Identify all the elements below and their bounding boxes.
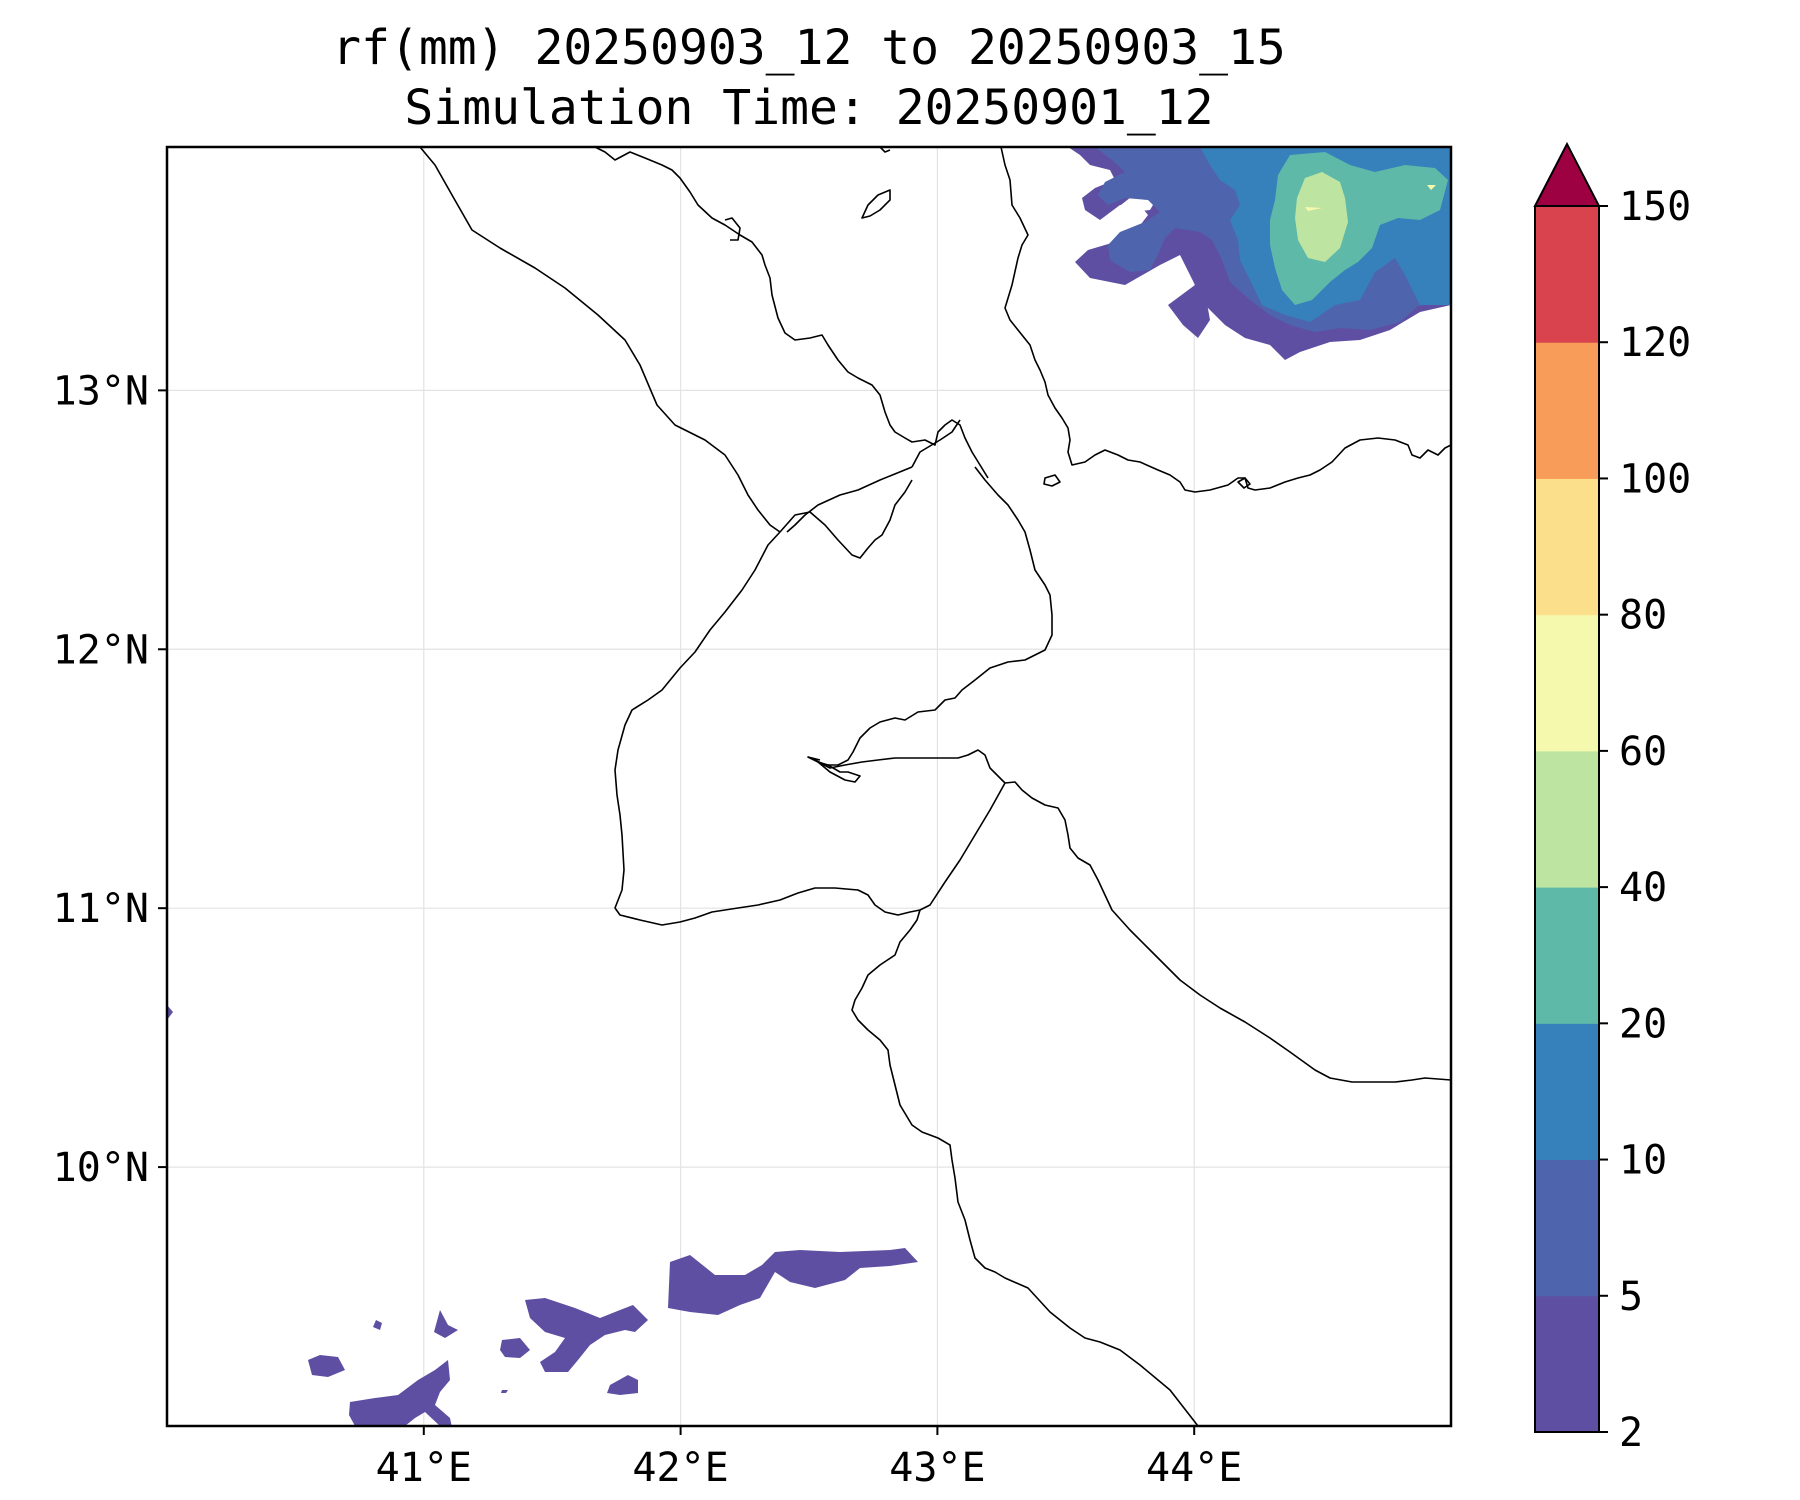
map-background (167, 147, 1451, 1426)
island-coast-north (879, 147, 891, 153)
colorbar-tick-label: 2 (1619, 1410, 1643, 1456)
rain-band-southwest (167, 1005, 918, 1426)
rain-fill-level-60-b (1427, 185, 1436, 190)
lon-tick-label: 43°E (889, 1445, 985, 1491)
border-djibouti-south (614, 531, 921, 926)
rain-patch-6 (308, 1355, 345, 1377)
coast-djibouti-gulf (807, 466, 1053, 766)
rain-patch-5 (373, 1320, 382, 1330)
colorbar-bin (1535, 1023, 1599, 1161)
colorbar-outline (1534, 206, 1600, 1433)
colorbar-tick-label: 80 (1619, 593, 1667, 639)
island-small-north (861, 189, 891, 219)
colorbar-tick-label: 10 (1619, 1138, 1667, 1184)
colorbar-tick-label: 5 (1619, 1274, 1643, 1320)
rain-patch-9 (607, 1375, 638, 1395)
lat-tick-label: 13°N (53, 368, 149, 414)
colorbar-extend-max (1533, 141, 1601, 207)
rain-patch-11 (167, 1005, 173, 1020)
colorbar-bin (1535, 1159, 1599, 1297)
gridlines (167, 147, 1451, 1426)
colorbar-bin (1535, 342, 1599, 479)
border-ethiopia-somaliland (851, 909, 1199, 1426)
lat-tick-label: 10°N (53, 1145, 149, 1191)
latitude-ticks: 10°N 11°N 12°N 13°N (53, 368, 167, 1191)
island-djibouti-bay (817, 761, 861, 783)
border-ethiopia-djibouti (779, 479, 913, 559)
figure-title: rf(mm) 20250903_12 to 20250903_15 (332, 20, 1286, 76)
rain-patch-3 (500, 1338, 530, 1358)
rainfall-shading (167, 147, 1451, 1426)
figure-subtitle: Simulation Time: 20250901_12 (404, 80, 1214, 136)
colorbar-bin (1535, 206, 1599, 343)
rain-patch-4 (434, 1310, 458, 1338)
border-ethiopia-eritrea (419, 147, 781, 533)
rain-patch-2 (525, 1298, 648, 1372)
coast-yemen (1000, 147, 1451, 493)
rain-patch-10 (501, 1390, 508, 1393)
colorbar-tick-label: 150 (1619, 184, 1691, 230)
coast-gulf-of-tadjoura (807, 749, 1006, 784)
border-eritrea-djibouti (786, 466, 913, 533)
island-perim (1043, 474, 1061, 487)
rain-fill-level-60 (1305, 207, 1322, 211)
map-frame (165, 145, 1453, 1428)
colorbar-bin (1535, 887, 1599, 1024)
rain-patch-small (1168, 285, 1210, 338)
coast-eritrea (594, 147, 989, 479)
lon-tick-label: 42°E (632, 1445, 728, 1491)
coastlines-and-borders (419, 147, 1451, 1426)
lat-tick-label: 11°N (53, 886, 149, 932)
border-djibouti-somaliland (919, 782, 1006, 911)
colorbar-bin (1535, 478, 1599, 616)
rain-cluster-northeast (1068, 147, 1451, 360)
colorbar-tick-label: 120 (1619, 320, 1691, 366)
longitude-ticks: 41°E 42°E 43°E 44°E (376, 1426, 1242, 1491)
colorbar-bin (1535, 614, 1599, 752)
rain-patch-1 (668, 1248, 918, 1315)
colorbar-tick-label: 100 (1619, 456, 1691, 502)
colorbar-bin (1535, 750, 1599, 888)
lon-tick-label: 44°E (1146, 1445, 1242, 1491)
colorbar-bin (1535, 1295, 1599, 1433)
colorbar-tick-label: 60 (1619, 729, 1667, 775)
coast-somaliland (1004, 781, 1451, 1083)
coast-eritrea-south (911, 419, 961, 468)
lon-tick-label: 41°E (376, 1445, 472, 1491)
rain-fill-level-40 (1295, 172, 1348, 262)
colorbar-tick-label: 20 (1619, 1001, 1667, 1047)
colorbar: 2 5 10 20 40 60 80 100 120 150 (1533, 141, 1691, 1456)
coast-yemen-islands (1237, 477, 1251, 489)
colorbar-tick-label: 40 (1619, 865, 1667, 911)
lat-tick-label: 12°N (53, 627, 149, 673)
rain-patch-7 (349, 1360, 452, 1426)
coast-dahlak-detail (724, 217, 741, 241)
